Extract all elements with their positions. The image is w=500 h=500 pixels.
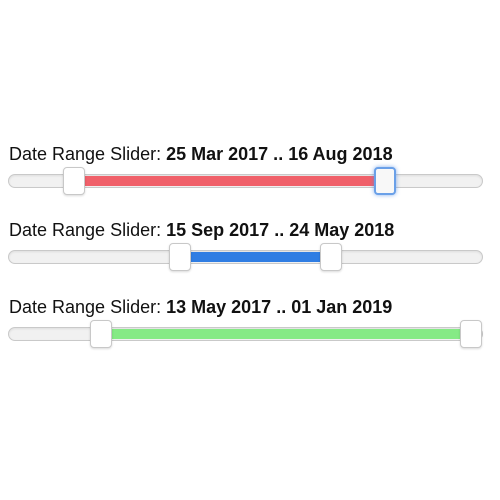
slider-label-prefix: Date Range Slider: xyxy=(9,297,162,317)
slider-start-handle[interactable] xyxy=(63,167,86,195)
slider-range-fill xyxy=(101,329,471,339)
slider-label-prefix: Date Range Slider: xyxy=(9,220,162,240)
slider-track[interactable] xyxy=(8,167,483,195)
slider-label: Date Range Slider: 25 Mar 2017 .. 16 Aug… xyxy=(9,143,393,165)
slider-range-value: 13 May 2017 .. 01 Jan 2019 xyxy=(166,297,393,317)
slider-end-handle[interactable] xyxy=(460,320,482,348)
slider-start-handle[interactable] xyxy=(169,243,192,271)
slider-end-handle[interactable] xyxy=(320,243,343,271)
slider-track[interactable] xyxy=(8,243,483,271)
slider-label-prefix: Date Range Slider: xyxy=(9,144,162,164)
slider-range-value: 25 Mar 2017 .. 16 Aug 2018 xyxy=(166,144,393,164)
slider-end-handle[interactable] xyxy=(374,167,397,195)
slider-range-fill xyxy=(74,176,386,186)
slider-range-fill xyxy=(180,252,332,262)
slider-track[interactable] xyxy=(8,320,483,348)
slider-label: Date Range Slider: 15 Sep 2017 .. 24 May… xyxy=(9,219,394,241)
slider-range-value: 15 Sep 2017 .. 24 May 2018 xyxy=(166,220,395,240)
slider-start-handle[interactable] xyxy=(90,320,113,348)
slider-label: Date Range Slider: 13 May 2017 .. 01 Jan… xyxy=(9,296,392,318)
